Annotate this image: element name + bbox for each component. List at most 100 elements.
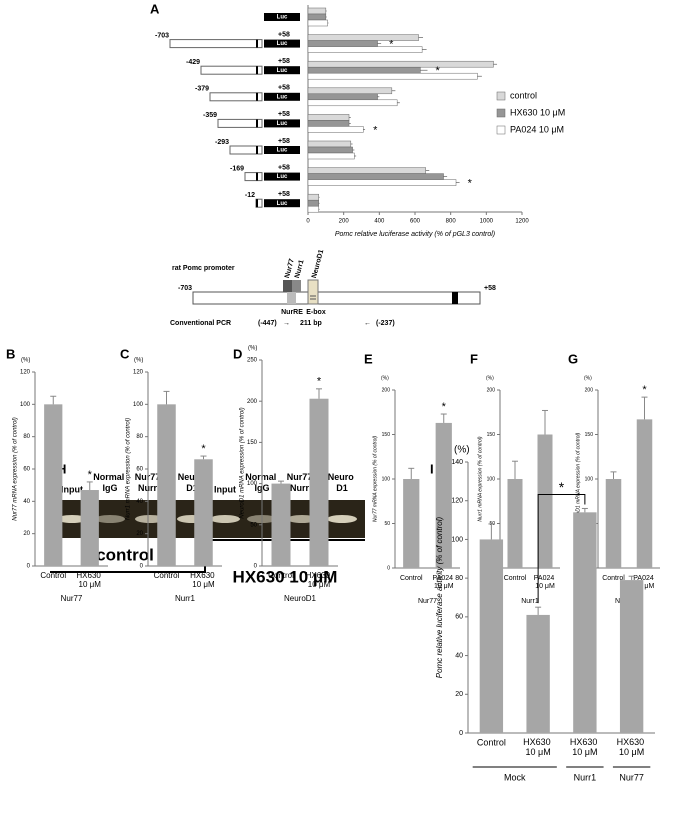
group-label: Mock: [504, 772, 526, 782]
reporter-box: [264, 172, 300, 181]
x-tick-label: 200: [339, 219, 350, 225]
y-tick-label: 100: [487, 476, 496, 482]
construct-box: [200, 65, 263, 75]
y-tick-label: 50: [384, 521, 390, 527]
element-label: NurRE: [281, 309, 303, 316]
significance: *: [389, 39, 394, 51]
construct-end: +58: [278, 58, 290, 65]
reporter-box: [264, 119, 300, 128]
pcr-reverse: (-237): [376, 320, 395, 327]
bar: [307, 87, 393, 95]
x-tick-label: 1000: [480, 219, 494, 225]
bar: [526, 614, 550, 733]
reporter-label: Luc: [277, 94, 288, 100]
construct-end: +58: [278, 164, 290, 171]
legend-label: HX630 10 μM: [510, 107, 565, 117]
nurre-site: [287, 292, 296, 304]
reporter-label: Luc: [277, 121, 288, 127]
group-label: Nur77: [619, 772, 644, 782]
reporter-label: Luc: [277, 174, 288, 180]
construct-end: +58: [278, 111, 290, 118]
y-tick-label: 100: [20, 402, 31, 408]
gel-band: [327, 515, 357, 523]
pcr-forward: (-447): [258, 320, 277, 327]
y-tick-label: 60: [23, 467, 30, 473]
x-tick-label: HX630 10 μM: [190, 571, 217, 589]
y-tick-label: 80: [23, 434, 30, 440]
y-tick-label: 40: [23, 499, 30, 505]
bar: [307, 72, 478, 80]
significance: *: [373, 124, 378, 136]
y-tick-label: 50: [250, 522, 257, 528]
bar: [271, 483, 291, 566]
nur77-site: [283, 280, 292, 292]
reporter-label: Luc: [277, 148, 288, 154]
y-unit: (%): [134, 358, 143, 364]
significance: *: [201, 443, 206, 455]
bar: [307, 193, 319, 201]
y-tick-label: 200: [382, 387, 391, 393]
reporter-label: Luc: [277, 41, 288, 47]
y-tick-label: 100: [585, 476, 594, 482]
bar: [307, 46, 423, 53]
significance: *: [642, 384, 647, 396]
bar: [435, 422, 452, 568]
y-tick-label: 100: [382, 476, 391, 482]
promoter-end: +58: [484, 285, 496, 292]
bar: [307, 114, 350, 121]
construct-box: [169, 39, 263, 49]
y-tick-label: 20: [23, 531, 30, 537]
promoter-start: -703: [178, 285, 192, 292]
construct-end: +58: [278, 191, 290, 198]
x-tick-label: PA024 10 μM: [534, 575, 556, 590]
reporter-box: [264, 39, 300, 48]
y-tick-label: 100: [451, 536, 463, 543]
factor-label: Nurr1: [294, 259, 306, 279]
arrow: ←: [364, 320, 371, 327]
y-tick-label: 150: [247, 440, 258, 446]
pcr-product: 211 bp: [300, 320, 322, 327]
x-tick-label: 1200: [515, 219, 529, 225]
x-tick-label: Control: [477, 737, 506, 747]
bar: [157, 404, 176, 566]
x-tick-label: HX630 10 μM: [76, 571, 103, 589]
panel-letter: F: [470, 351, 478, 366]
bar: [307, 34, 419, 41]
y-tick-label: 60: [136, 467, 143, 473]
lane-label: Normal IgG: [93, 472, 127, 493]
promoter-title: rat Pomc promoter: [172, 265, 235, 272]
lane-label: Nur77/ Nurr1: [135, 472, 166, 493]
tata-box: [452, 292, 458, 304]
x-axis-label: NeuroD1: [284, 594, 317, 603]
y-tick-label: 150: [382, 432, 391, 438]
bar: [307, 199, 319, 207]
bar: [307, 146, 353, 154]
reporter-label: Luc: [277, 68, 288, 74]
panel-letter: G: [568, 351, 578, 366]
x-tick-label: Control: [400, 575, 423, 582]
y-tick-label: 80: [455, 575, 463, 582]
panel-letter: C: [120, 346, 130, 361]
x-axis-label: Nurr1: [521, 598, 539, 605]
construct-start: -293: [215, 139, 229, 146]
reporter-label: Luc: [277, 15, 288, 21]
y-unit: (%): [248, 346, 257, 352]
y-tick-label: 0: [140, 564, 144, 570]
bar: [307, 126, 364, 133]
y-tick-label: 80: [136, 434, 143, 440]
significance: *: [435, 65, 440, 77]
x-tick-label: Control: [268, 571, 294, 580]
bar: [479, 539, 504, 733]
y-tick-label: 150: [487, 432, 496, 438]
reporter-label: Luc: [277, 201, 288, 207]
reporter-box: [264, 13, 300, 21]
x-tick-label: 800: [446, 219, 457, 225]
y-axis-label: Nur77 mRNA expression (% of control): [13, 417, 19, 520]
construct-end: +58: [278, 85, 290, 92]
y-tick-label: 200: [247, 399, 258, 405]
x-tick-label: Control: [504, 575, 527, 582]
factor-label: Nur77: [284, 258, 296, 279]
bar: [619, 580, 644, 733]
y-axis-label: Pomc relative luciferase activity (% of …: [435, 516, 444, 678]
bar: [307, 167, 426, 174]
